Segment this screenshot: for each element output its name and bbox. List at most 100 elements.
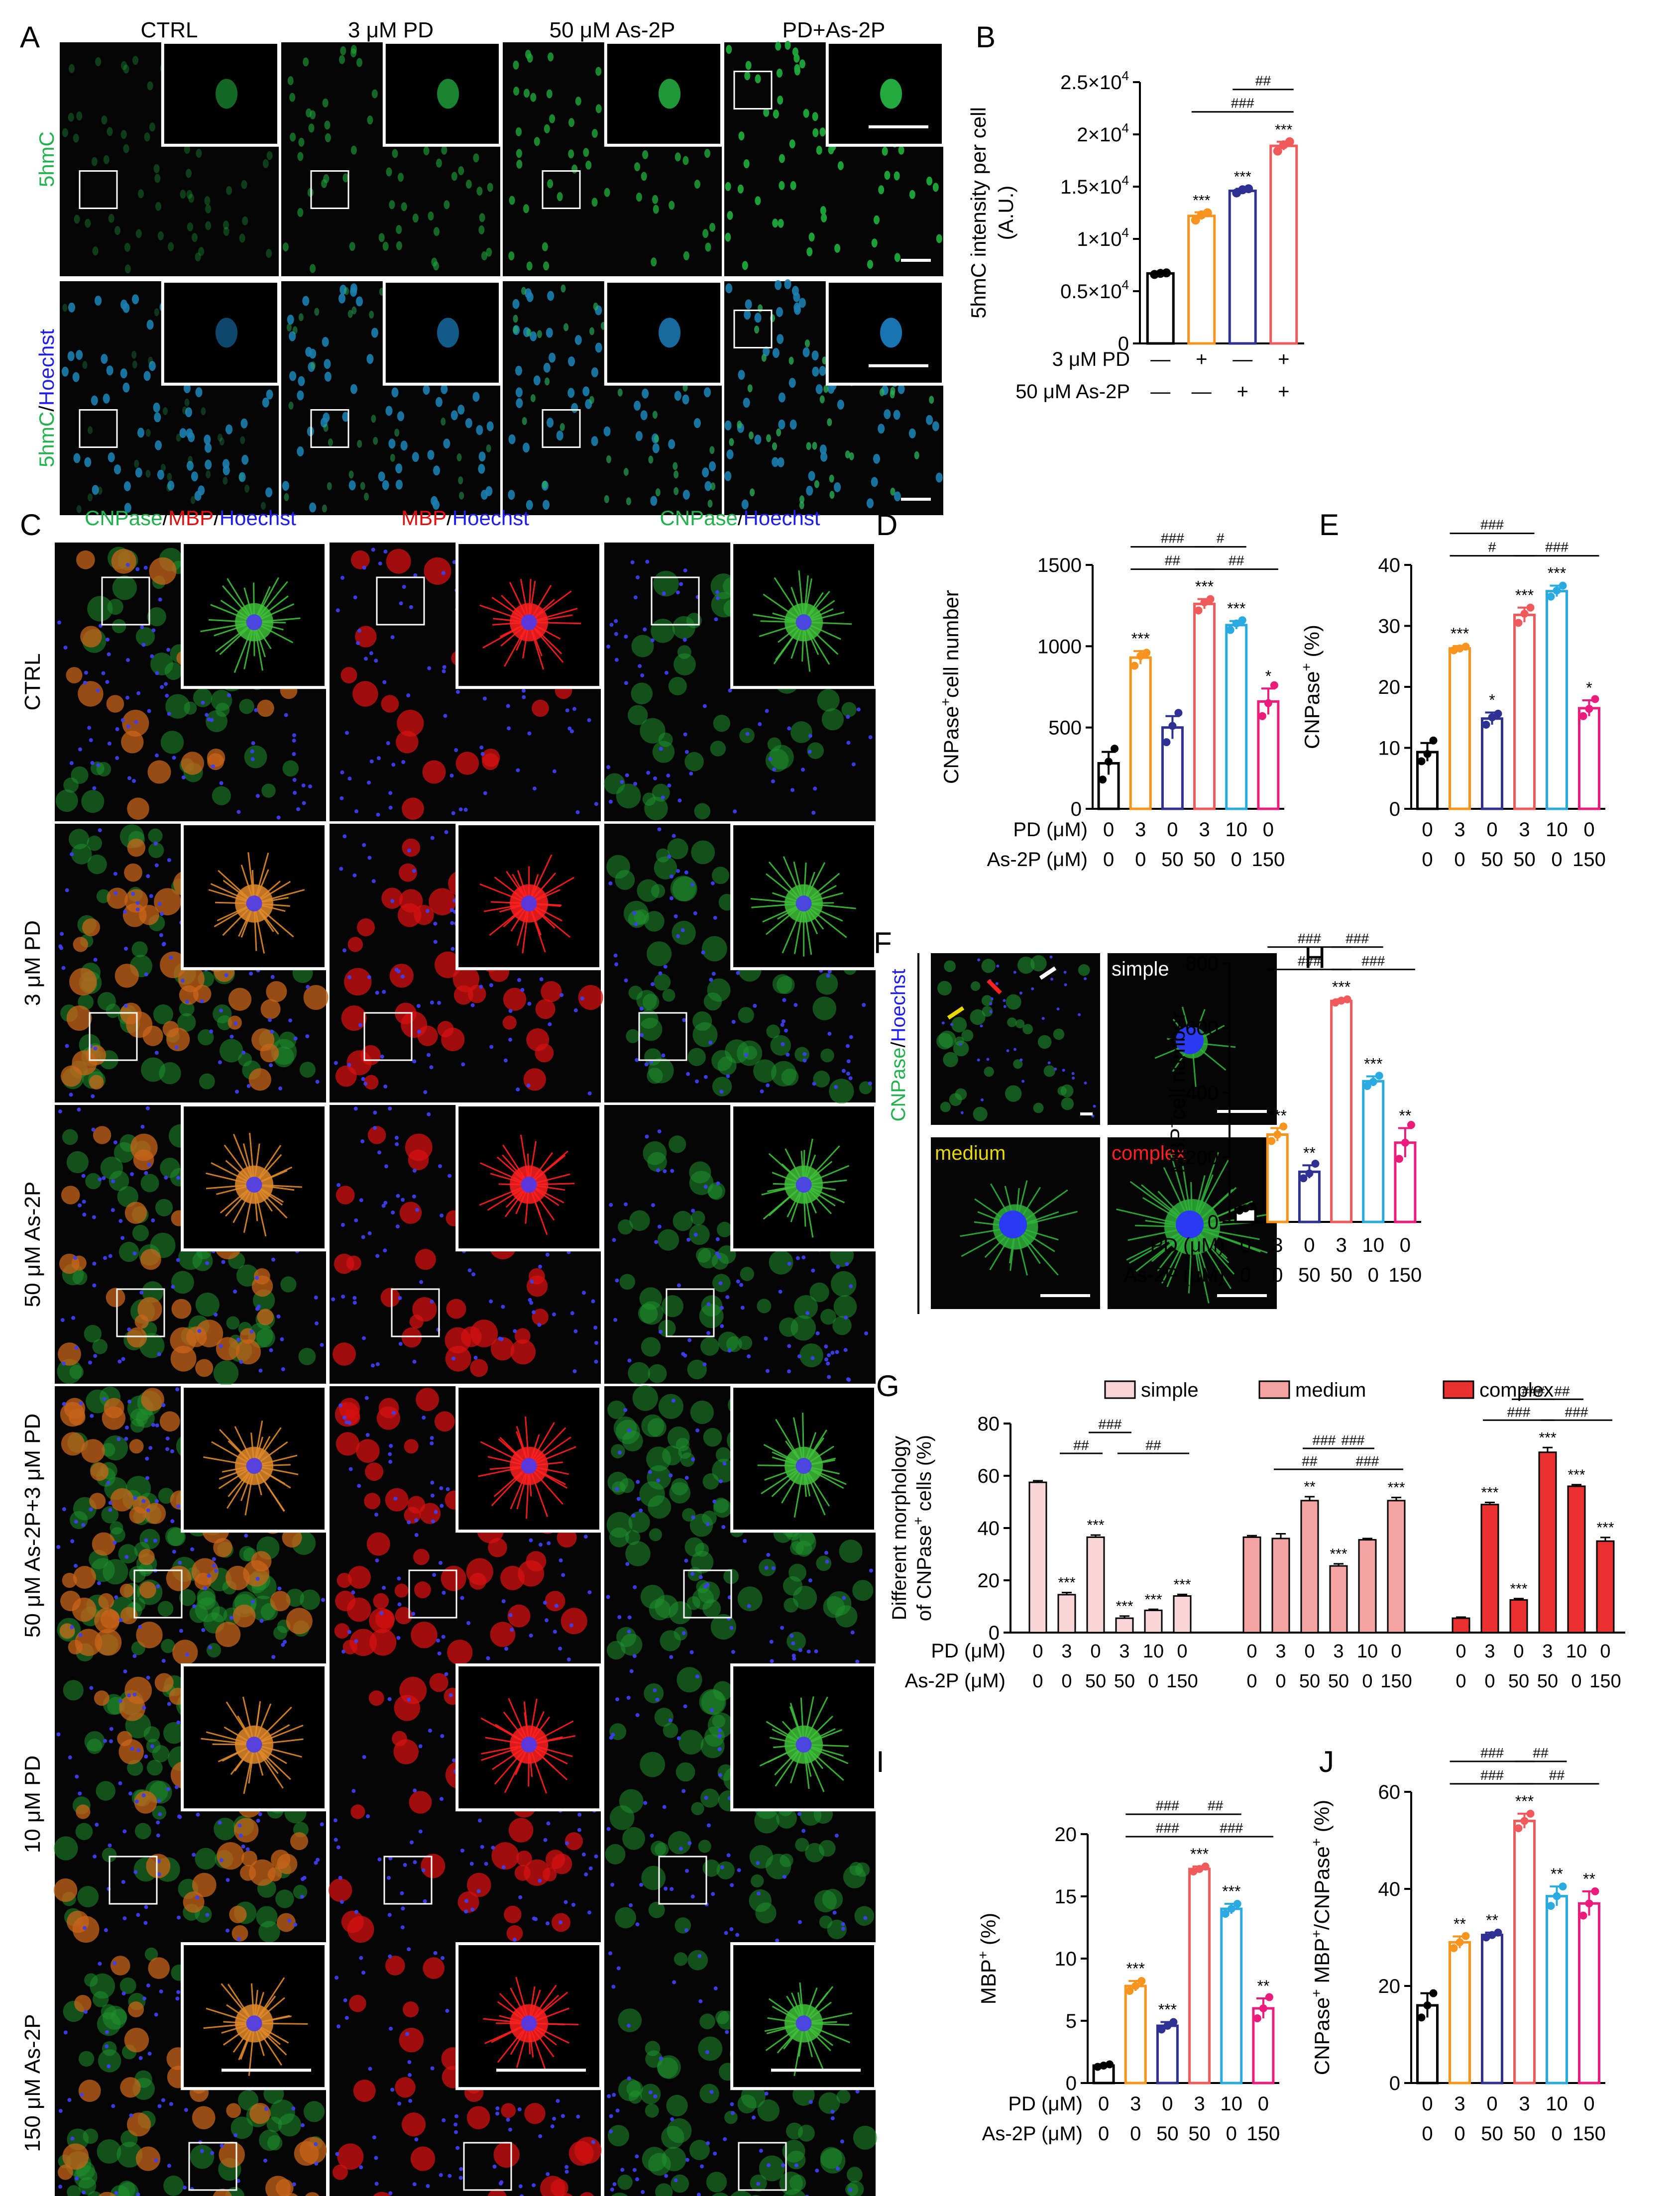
cell-blob: [171, 1299, 192, 1319]
nucleus-dot: [460, 1849, 464, 1853]
cell-blob: [799, 1343, 823, 1367]
nucleus-dot: [702, 1362, 707, 1367]
nucleus-dot: [205, 713, 209, 717]
nucleus-dot: [375, 1362, 380, 1366]
nucleus-dot: [1072, 1077, 1075, 1080]
nucleus-dot: [718, 1773, 722, 1777]
data-point: [1105, 758, 1113, 766]
nucleus-dot: [373, 1110, 377, 1115]
nucleus-dot: [559, 1920, 563, 1925]
nucleus-dot: [568, 356, 575, 367]
nucleus: [1176, 1026, 1204, 1054]
nucleus-dot: [113, 891, 118, 895]
nucleus-dot: [713, 2151, 717, 2156]
data-point: [1401, 1138, 1409, 1147]
nucleus-dot: [513, 60, 519, 70]
nucleus-dot: [147, 709, 151, 713]
nucleus-dot: [634, 401, 641, 411]
nucleus-dot: [255, 1307, 259, 1311]
nucleus-dot: [776, 307, 783, 317]
nucleus-dot: [144, 972, 148, 977]
cell-blob: [940, 1101, 951, 1112]
cell-blob: [249, 2103, 271, 2124]
nucleus-dot: [1084, 977, 1087, 981]
nucleus-dot: [76, 111, 83, 120]
nucleus-dot: [149, 894, 153, 898]
nucleus-dot: [606, 455, 611, 463]
nucleus-dot: [808, 1578, 812, 1583]
nucleus-dot: [652, 195, 659, 204]
nucleus-dot: [107, 741, 112, 746]
nucleus-dot: [297, 446, 304, 456]
nucleus-dot: [508, 2127, 512, 2132]
design-value: 50: [1161, 849, 1184, 871]
nucleus-dot: [204, 196, 211, 206]
nucleus-dot: [205, 221, 212, 230]
nucleus-dot: [298, 313, 304, 322]
nucleus-dot: [682, 638, 687, 642]
nucleus-dot: [70, 1625, 74, 1629]
nucleus-dot: [730, 2102, 734, 2106]
nucleus-dot: [532, 1916, 536, 1921]
nucleus-dot: [829, 491, 835, 499]
cell-blob: [130, 1133, 158, 1161]
nucleus-dot: [501, 1865, 506, 1869]
cell-blob: [712, 1458, 736, 1483]
nucleus-dot: [142, 1706, 146, 1710]
cell-blob: [755, 1902, 777, 1924]
cell-blob: [852, 1580, 874, 1601]
nucleus-dot: [141, 1793, 146, 1798]
data-point: [1363, 1082, 1371, 1090]
nucleus-dot: [386, 741, 390, 746]
bar: [1225, 624, 1248, 810]
nucleus-dot: [82, 1200, 86, 1204]
nucleus-dot: [633, 781, 638, 786]
nucleus-dot: [726, 1853, 731, 1858]
nucleus-dot: [715, 1251, 719, 1256]
nucleus-dot: [205, 1261, 210, 1265]
nucleus-dot: [321, 417, 328, 428]
nucleus-dot: [473, 153, 479, 163]
data-point: [1233, 1900, 1241, 1908]
nucleus-dot: [610, 1882, 615, 1887]
data-point: [1285, 137, 1294, 146]
y-tick-label: 30: [1378, 616, 1401, 638]
nucleus-dot: [682, 489, 690, 500]
cell-blob: [277, 1854, 298, 1874]
cell-blob: [341, 1910, 364, 1933]
cell-blob: [515, 1328, 531, 1344]
data-point: [1094, 2063, 1102, 2071]
nucleus-dot: [314, 2161, 319, 2166]
nucleus-dot: [878, 185, 885, 195]
nucleus-dot: [569, 729, 574, 734]
nucleus-dot: [205, 459, 212, 470]
nucleus-dot: [271, 1257, 275, 1262]
nucleus-dot: [347, 310, 353, 318]
nucleus-dot: [340, 1222, 345, 1227]
nucleus-dot: [635, 1058, 639, 1062]
nucleus-dot: [291, 2106, 296, 2111]
nucleus-dot: [633, 1585, 637, 1589]
nucleus-dot: [873, 453, 880, 464]
nucleus-dot: [1021, 1080, 1025, 1083]
label-part: Hoechst: [888, 969, 909, 1042]
nucleus-dot: [546, 1821, 551, 1826]
nucleus-dot: [789, 1634, 794, 1638]
design-value: 50: [1481, 849, 1503, 871]
cell-blob: [622, 1827, 645, 1850]
nucleus-dot: [401, 202, 407, 212]
nucleus-dot: [183, 383, 191, 393]
nucleus-dot: [82, 2190, 86, 2195]
nucleus-dot: [766, 1552, 771, 1557]
nucleus-dot: [399, 601, 403, 606]
nucleus-dot: [482, 696, 487, 701]
nucleus-dot: [709, 222, 716, 232]
nucleus-dot: [639, 1508, 643, 1513]
micrograph-tile: [724, 279, 945, 515]
nucleus-dot: [154, 174, 161, 183]
nucleus-dot: [575, 97, 581, 106]
nucleus-dot: [659, 1329, 663, 1334]
nucleus-dot: [375, 1558, 379, 1563]
nucleus-dot: [75, 2176, 79, 2181]
